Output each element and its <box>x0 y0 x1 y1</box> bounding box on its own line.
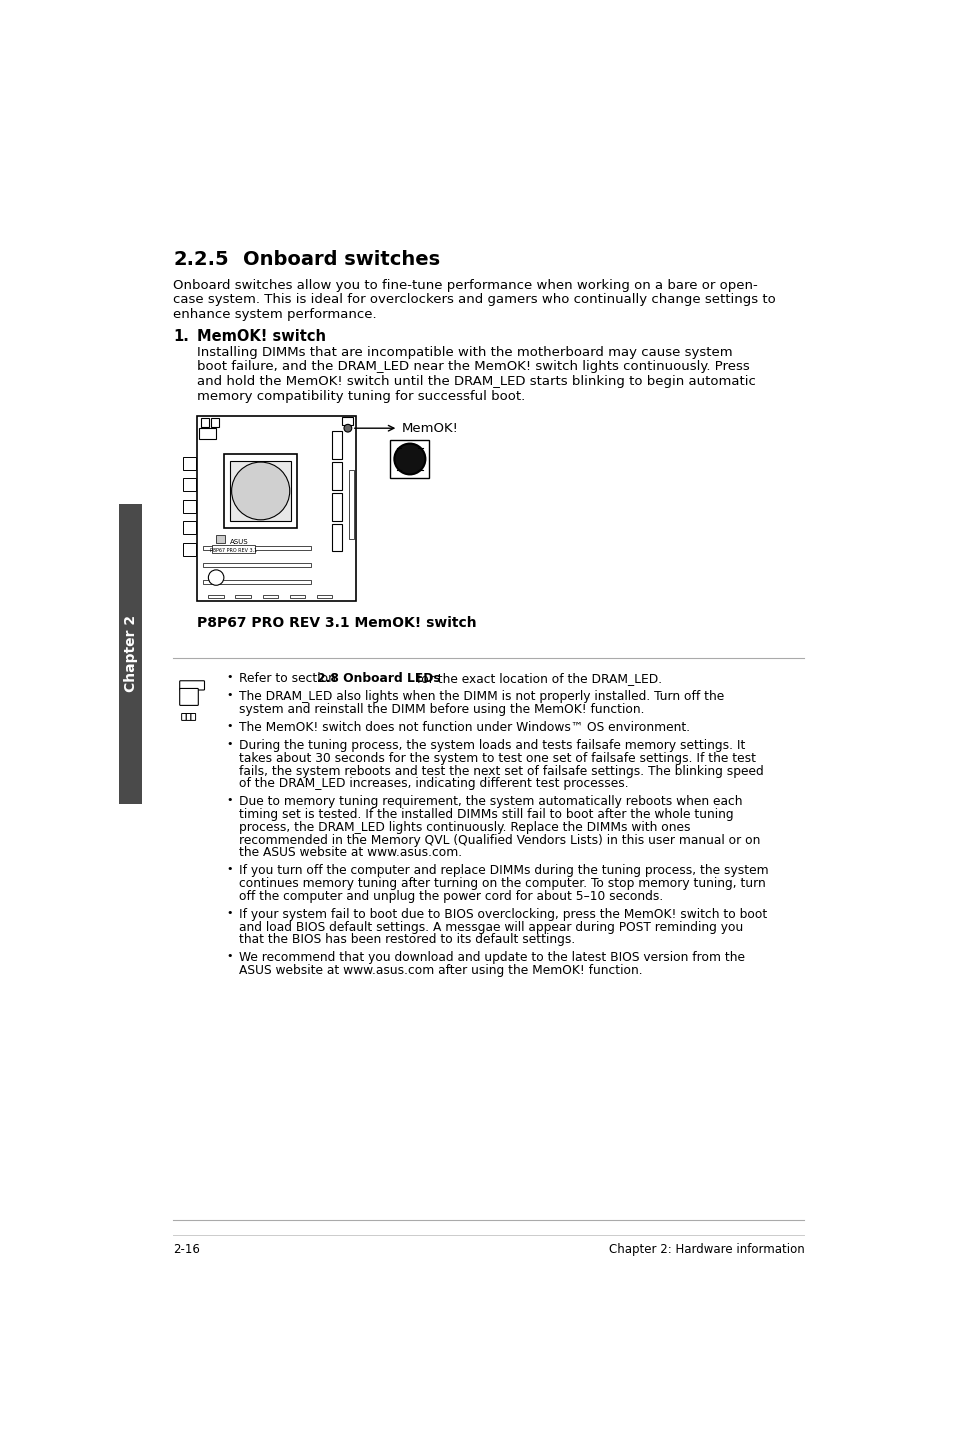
Text: for the exact location of the DRAM_LED.: for the exact location of the DRAM_LED. <box>413 673 661 686</box>
Circle shape <box>394 443 425 475</box>
FancyBboxPatch shape <box>181 713 186 720</box>
Text: boot failure, and the DRAM_LED near the MemOK! switch lights continuously. Press: boot failure, and the DRAM_LED near the … <box>196 361 749 374</box>
Text: and hold the MemOK! switch until the DRAM_LED starts blinking to begin automatic: and hold the MemOK! switch until the DRA… <box>196 375 755 388</box>
Text: •: • <box>227 864 233 874</box>
Bar <box>183 544 195 557</box>
Bar <box>290 594 305 598</box>
Text: Refer to section: Refer to section <box>239 673 340 686</box>
Text: Chapter 2: Chapter 2 <box>124 615 138 692</box>
Text: 2.2.5: 2.2.5 <box>173 250 229 269</box>
Bar <box>341 417 353 426</box>
Text: and load BIOS default settings. A messgae will appear during POST reminding you: and load BIOS default settings. A messga… <box>239 920 742 933</box>
Text: 2-16: 2-16 <box>173 1242 200 1255</box>
Text: We recommend that you download and update to the latest BIOS version from the: We recommend that you download and updat… <box>239 952 744 965</box>
Bar <box>235 594 251 598</box>
Text: Onboard switches allow you to fine-tune performance when working on a bare or op: Onboard switches allow you to fine-tune … <box>173 279 758 292</box>
Text: MemOK!: MemOK! <box>402 421 458 434</box>
Text: •: • <box>227 739 233 749</box>
Bar <box>332 431 341 459</box>
Text: memory compatibility tuning for successful boot.: memory compatibility tuning for successf… <box>196 390 524 403</box>
Text: Chapter 2: Hardware information: Chapter 2: Hardware information <box>608 1242 803 1255</box>
Bar <box>216 535 225 544</box>
Bar <box>208 594 224 598</box>
Bar <box>390 440 429 479</box>
Text: the ASUS website at www.asus.com.: the ASUS website at www.asus.com. <box>239 847 462 860</box>
Text: During the tuning process, the system loads and tests failsafe memory settings. : During the tuning process, the system lo… <box>239 739 745 752</box>
Text: 2.8 Onboard LEDs: 2.8 Onboard LEDs <box>317 673 440 686</box>
Text: •: • <box>227 673 233 682</box>
Text: that the BIOS has been restored to its default settings.: that the BIOS has been restored to its d… <box>239 933 575 946</box>
Bar <box>183 457 195 470</box>
Bar <box>119 503 142 804</box>
FancyBboxPatch shape <box>179 689 198 706</box>
Bar <box>262 594 278 598</box>
Text: P8P67 PRO REV 3.1: P8P67 PRO REV 3.1 <box>210 548 256 554</box>
Bar <box>316 594 332 598</box>
FancyBboxPatch shape <box>179 680 204 690</box>
Text: case system. This is ideal for overclockers and gamers who continually change se: case system. This is ideal for overclock… <box>173 293 776 306</box>
Bar <box>349 470 354 539</box>
Text: continues memory tuning after turning on the computer. To stop memory tuning, tu: continues memory tuning after turning on… <box>239 877 765 890</box>
Circle shape <box>232 462 290 519</box>
Text: P8P67 PRO REV 3.1 MemOK! switch: P8P67 PRO REV 3.1 MemOK! switch <box>196 615 476 630</box>
Text: Onboard switches: Onboard switches <box>243 250 440 269</box>
Text: 1.: 1. <box>173 329 190 344</box>
Text: system and reinstall the DIMM before using the MemOK! function.: system and reinstall the DIMM before usi… <box>239 703 644 716</box>
Text: ASUS website at www.asus.com after using the MemOK! function.: ASUS website at www.asus.com after using… <box>239 963 642 976</box>
Bar <box>211 418 219 427</box>
Text: ASUS: ASUS <box>230 539 249 545</box>
Text: Installing DIMMs that are incompatible with the motherboard may cause system: Installing DIMMs that are incompatible w… <box>196 345 732 360</box>
Circle shape <box>344 424 352 431</box>
Text: timing set is tested. If the installed DIMMs still fail to boot after the whole : timing set is tested. If the installed D… <box>239 808 733 821</box>
Text: The DRAM_LED also lights when the DIMM is not properly installed. Turn off the: The DRAM_LED also lights when the DIMM i… <box>239 690 724 703</box>
Text: MemOK! switch: MemOK! switch <box>196 329 325 344</box>
Text: off the computer and unplug the power cord for about 5–10 seconds.: off the computer and unplug the power co… <box>239 890 663 903</box>
Text: Due to memory tuning requirement, the system automatically reboots when each: Due to memory tuning requirement, the sy… <box>239 795 742 808</box>
Text: process, the DRAM_LED lights continuously. Replace the DIMMs with ones: process, the DRAM_LED lights continuousl… <box>239 821 690 834</box>
Bar <box>203 562 311 567</box>
Bar <box>183 479 195 492</box>
Text: The MemOK! switch does not function under Windows™ OS environment.: The MemOK! switch does not function unde… <box>239 722 690 735</box>
Text: •: • <box>227 690 233 700</box>
Text: If your system fail to boot due to BIOS overclocking, press the MemOK! switch to: If your system fail to boot due to BIOS … <box>239 907 767 920</box>
Bar <box>332 493 341 521</box>
Bar <box>203 580 311 584</box>
Text: •: • <box>227 952 233 962</box>
Bar <box>200 418 209 427</box>
Text: •: • <box>227 907 233 917</box>
Text: takes about 30 seconds for the system to test one set of failsafe settings. If t: takes about 30 seconds for the system to… <box>239 752 756 765</box>
Text: fails, the system reboots and test the next set of failsafe settings. The blinki: fails, the system reboots and test the n… <box>239 765 763 778</box>
Text: enhance system performance.: enhance system performance. <box>173 308 376 321</box>
Bar <box>199 429 216 439</box>
Bar <box>183 500 195 513</box>
Bar <box>332 523 341 551</box>
Text: •: • <box>227 795 233 805</box>
Bar <box>224 454 297 528</box>
Text: •: • <box>227 722 233 731</box>
Text: of the DRAM_LED increases, indicating different test processes.: of the DRAM_LED increases, indicating di… <box>239 778 628 791</box>
FancyBboxPatch shape <box>186 713 191 720</box>
Bar <box>230 460 291 522</box>
Circle shape <box>208 569 224 585</box>
Bar <box>203 546 311 549</box>
FancyBboxPatch shape <box>191 713 195 720</box>
Bar <box>332 462 341 490</box>
Bar <box>196 416 355 601</box>
Bar <box>212 545 254 554</box>
Bar <box>183 522 195 535</box>
Text: If you turn off the computer and replace DIMMs during the tuning process, the sy: If you turn off the computer and replace… <box>239 864 768 877</box>
Text: recommended in the Memory QVL (Qualified Vendors Lists) in this user manual or o: recommended in the Memory QVL (Qualified… <box>239 834 760 847</box>
